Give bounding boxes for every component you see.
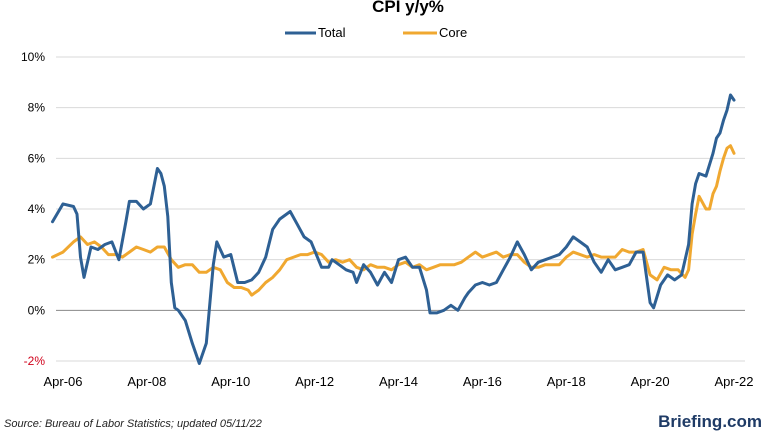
y-tick-label: 0% — [28, 303, 46, 317]
y-tick-label: 2% — [28, 253, 46, 267]
x-tick-label: Apr-10 — [211, 374, 250, 389]
y-tick-label: 8% — [28, 101, 46, 115]
y-tick-label: 4% — [28, 202, 46, 216]
legend: Total Core — [285, 25, 467, 40]
legend-label-core: Core — [439, 25, 467, 40]
series-line-total — [51, 93, 736, 365]
x-tick-label: Apr-06 — [43, 374, 82, 389]
y-axis-ticks: 10% 8% 6% 4% 2% 0% -2% — [21, 50, 45, 368]
x-tick-label: Apr-22 — [714, 374, 753, 389]
chart-title: CPI y/y% — [372, 0, 444, 16]
gridlines — [56, 56, 745, 362]
y-tick-label: 10% — [21, 50, 45, 64]
x-tick-label: Apr-18 — [547, 374, 586, 389]
series-lines — [51, 93, 736, 365]
x-tick-label: Apr-16 — [463, 374, 502, 389]
y-tick-label: -2% — [24, 354, 46, 368]
brand-logo: Briefing.com — [658, 412, 762, 431]
x-tick-label: Apr-14 — [379, 374, 418, 389]
legend-label-total: Total — [318, 25, 346, 40]
x-axis-ticks: Apr-06 Apr-08 Apr-10 Apr-12 Apr-14 Apr-16 Apr-… — [43, 374, 753, 389]
y-tick-label: 6% — [28, 151, 46, 165]
x-tick-label: Apr-20 — [631, 374, 670, 389]
x-tick-label: Apr-12 — [295, 374, 334, 389]
source-note: Source: Bureau of Labor Statistics; upda… — [4, 418, 262, 430]
x-tick-label: Apr-08 — [127, 374, 166, 389]
